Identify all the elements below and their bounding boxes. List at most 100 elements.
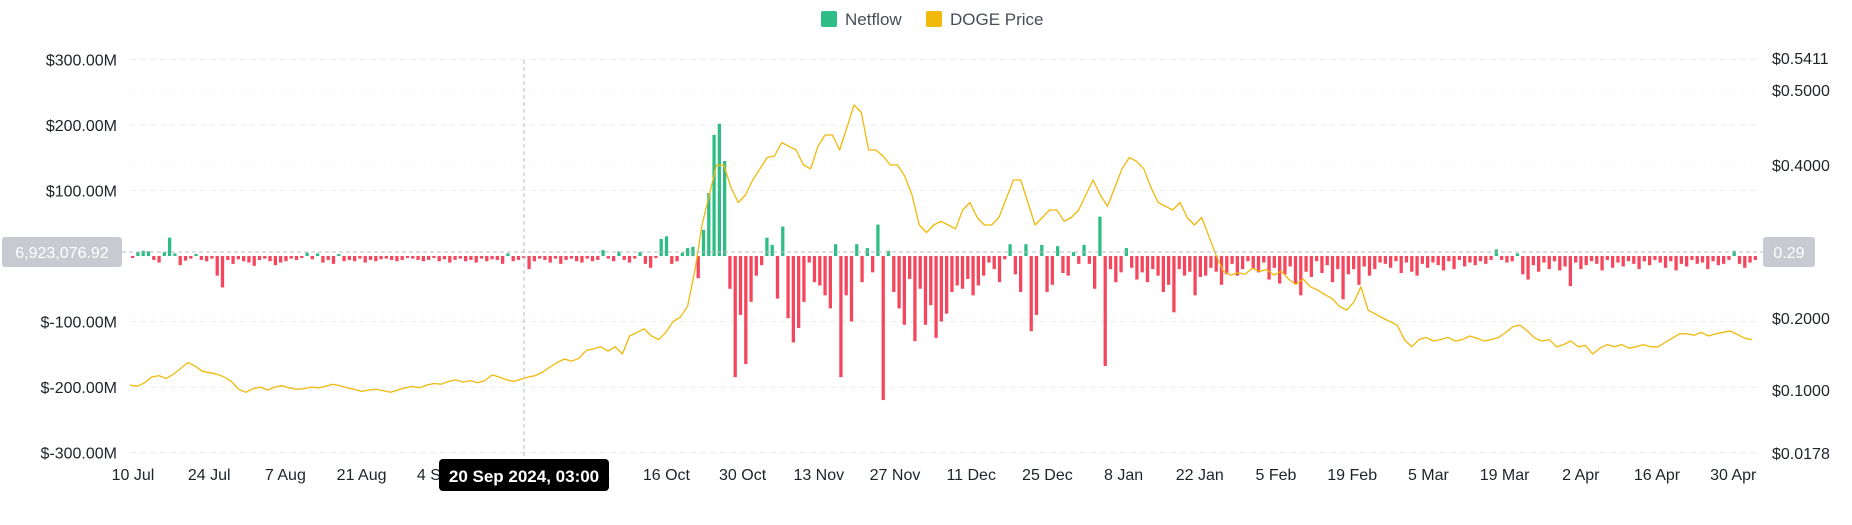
netflow-bar[interactable] [490, 256, 494, 260]
netflow-bar[interactable] [987, 256, 991, 263]
netflow-bar[interactable] [997, 256, 1002, 283]
netflow-bar[interactable] [1293, 256, 1298, 284]
netflow-bar[interactable] [1309, 256, 1313, 277]
netflow-bar[interactable] [168, 237, 172, 256]
netflow-bar[interactable] [384, 256, 388, 259]
netflow-bar[interactable] [1700, 256, 1705, 263]
netflow-bar[interactable] [516, 256, 521, 260]
netflow-bar[interactable] [1706, 256, 1710, 270]
netflow-bar[interactable] [257, 256, 262, 260]
netflow-bar[interactable] [1204, 256, 1208, 276]
netflow-bar[interactable] [1436, 256, 1440, 266]
netflow-bar[interactable] [553, 256, 558, 259]
netflow-bar[interactable] [157, 256, 161, 263]
netflow-bar[interactable] [976, 256, 980, 286]
netflow-bar[interactable] [242, 256, 246, 262]
netflow-bar[interactable] [1500, 256, 1504, 260]
netflow-bar[interactable] [390, 256, 394, 260]
netflow-bar[interactable] [659, 238, 663, 256]
netflow-bar[interactable] [633, 256, 637, 259]
netflow-bar[interactable] [1431, 256, 1435, 263]
netflow-bar[interactable] [1135, 256, 1139, 280]
netflow-bar[interactable] [252, 256, 256, 266]
netflow-bar[interactable] [442, 256, 447, 260]
netflow-bar[interactable] [638, 252, 642, 256]
netflow-bar[interactable] [886, 250, 891, 256]
netflow-bar[interactable] [575, 256, 579, 262]
netflow-bar[interactable] [1394, 256, 1398, 262]
netflow-bar[interactable] [950, 256, 954, 293]
netflow-bar[interactable] [464, 256, 468, 262]
netflow-bar[interactable] [1600, 256, 1604, 271]
netflow-bar[interactable] [1389, 256, 1393, 268]
netflow-bar[interactable] [955, 256, 959, 286]
netflow-bar[interactable] [971, 256, 975, 296]
netflow-bar[interactable] [263, 256, 267, 259]
netflow-bar[interactable] [236, 256, 240, 260]
netflow-bar[interactable] [871, 256, 875, 273]
netflow-bar[interactable] [1674, 256, 1678, 271]
netflow-bar[interactable] [1568, 256, 1572, 287]
netflow-bar[interactable] [1008, 244, 1012, 256]
netflow-bar[interactable] [1140, 256, 1144, 273]
netflow-bar[interactable] [1172, 256, 1176, 313]
netflow-bar[interactable] [802, 256, 806, 302]
netflow-bar[interactable] [1510, 256, 1514, 262]
netflow-bar[interactable] [569, 256, 573, 259]
netflow-bar[interactable] [1642, 256, 1646, 262]
netflow-bar[interactable] [316, 253, 320, 256]
netflow-bar[interactable] [1193, 256, 1197, 296]
netflow-bar[interactable] [559, 256, 563, 264]
netflow-bar[interactable] [511, 256, 515, 262]
netflow-bar[interactable] [1114, 256, 1118, 283]
netflow-bar[interactable] [1595, 256, 1599, 264]
netflow-bar[interactable] [1246, 256, 1250, 262]
netflow-bar[interactable] [1198, 256, 1202, 277]
netflow-bar[interactable] [913, 256, 917, 342]
netflow-bar[interactable] [844, 256, 848, 296]
netflow-bar[interactable] [331, 256, 336, 264]
netflow-bar[interactable] [1748, 256, 1752, 263]
netflow-bar[interactable] [601, 250, 605, 256]
netflow-bar[interactable] [226, 256, 230, 260]
netflow-bar[interactable] [1537, 256, 1541, 272]
netflow-bar[interactable] [199, 256, 203, 260]
netflow-bar[interactable] [501, 256, 505, 264]
netflow-bar[interactable] [268, 256, 272, 262]
netflow-bar[interactable] [1457, 256, 1461, 260]
netflow-bar[interactable] [929, 256, 933, 306]
netflow-bar[interactable] [1415, 256, 1419, 276]
netflow-bar[interactable] [791, 256, 795, 343]
netflow-bar[interactable] [474, 256, 478, 263]
netflow-bar[interactable] [664, 236, 669, 256]
netflow-bar[interactable] [183, 256, 188, 261]
netflow-bar[interactable] [427, 256, 431, 260]
netflow-bar[interactable] [580, 256, 584, 263]
netflow-bar[interactable] [1373, 256, 1377, 270]
netflow-bar[interactable] [1119, 256, 1123, 273]
netflow-bar[interactable] [823, 256, 827, 296]
netflow-bar[interactable] [1352, 256, 1356, 270]
netflow-bar[interactable] [1024, 244, 1028, 256]
netflow-bar[interactable] [1447, 256, 1451, 262]
netflow-bar[interactable] [1177, 256, 1181, 270]
netflow-bar[interactable] [1019, 256, 1023, 293]
netflow-bar[interactable] [405, 256, 410, 258]
netflow-bar[interactable] [643, 256, 647, 264]
netflow-bar[interactable] [368, 256, 373, 260]
netflow-bar[interactable] [797, 256, 801, 329]
netflow-bar[interactable] [220, 256, 225, 288]
netflow-bar[interactable] [960, 256, 965, 289]
netflow-bar[interactable] [781, 226, 785, 257]
netflow-bar[interactable] [1743, 256, 1747, 268]
netflow-bar[interactable] [606, 256, 610, 259]
netflow-bar[interactable] [1315, 256, 1319, 262]
netflow-bar[interactable] [162, 252, 166, 256]
netflow-bar[interactable] [1029, 256, 1033, 332]
netflow-bar[interactable] [1727, 256, 1731, 260]
netflow-bar[interactable] [1071, 252, 1076, 256]
netflow-bar[interactable] [982, 256, 986, 276]
netflow-bar[interactable] [749, 256, 753, 302]
netflow-bar[interactable] [1452, 256, 1456, 270]
netflow-bar[interactable] [173, 253, 177, 256]
